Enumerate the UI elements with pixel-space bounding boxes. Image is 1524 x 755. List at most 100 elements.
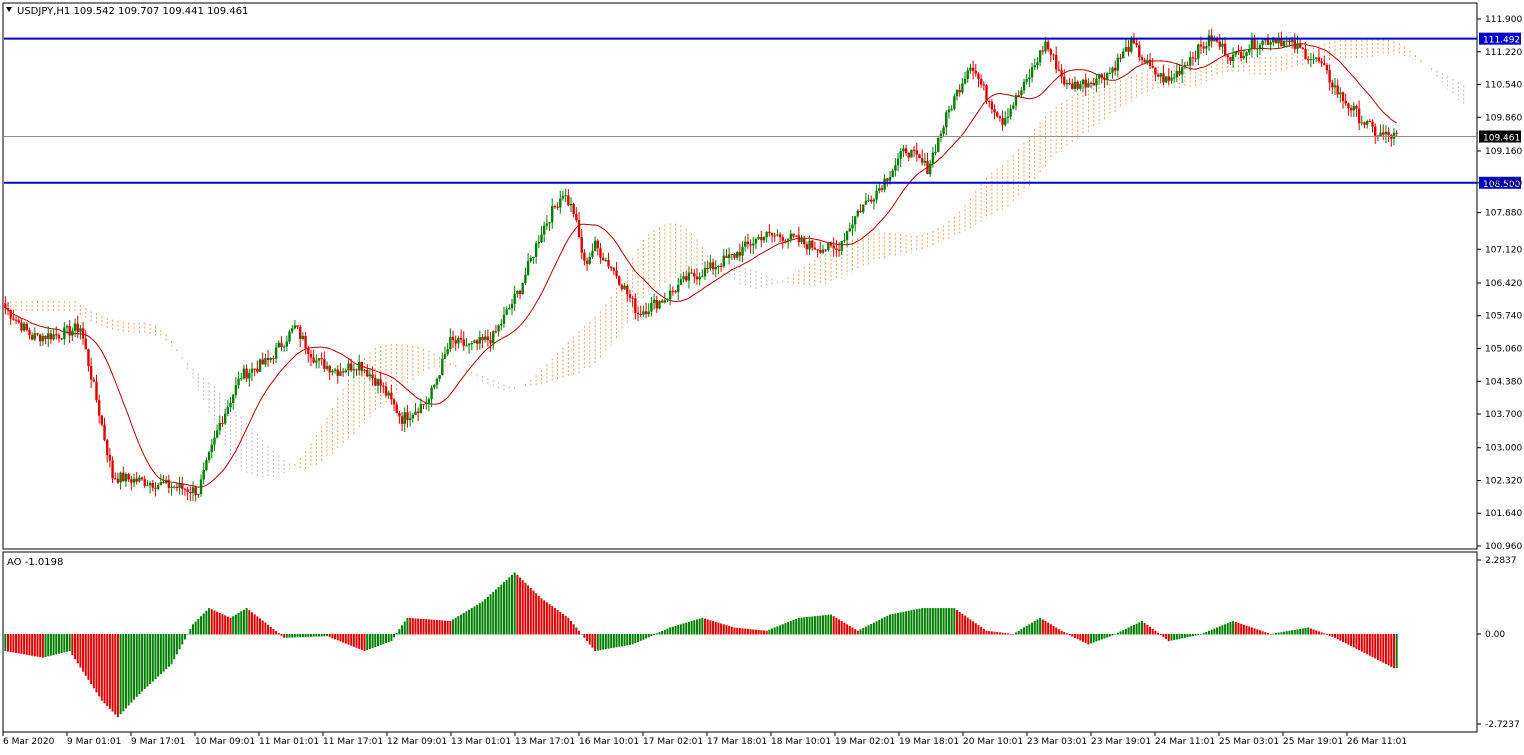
candle-body [438,375,441,379]
candle-body [363,370,366,372]
candle-body [210,444,213,453]
candle-body [1341,92,1345,101]
candle-body [226,407,230,414]
candle-body [264,357,267,365]
candle-body [690,272,693,274]
candle-body [1154,67,1157,75]
candle-body [307,348,310,354]
price-tick-label: 101.640 [1485,509,1522,519]
price-tick-label: 104.380 [1485,377,1522,387]
candle-body [1030,67,1034,78]
candle-body [411,414,415,419]
candle-body [191,487,195,493]
candle-body [907,153,910,158]
candle-body [559,198,562,208]
candle-body [339,371,342,376]
candle-body [1132,37,1136,44]
candle-body [768,231,771,233]
candle-body [146,485,149,487]
candle-body [982,84,986,86]
candle-body [1382,132,1385,135]
candle-body [1315,57,1318,59]
candle-body [229,402,232,408]
time-tick-label: 18 Mar 10:01 [771,737,831,747]
candle-body [266,357,270,360]
level-value: 111.492 [1483,36,1520,46]
candle-body [315,360,318,363]
candle-body [341,371,345,373]
candle-body [577,220,581,237]
candle-body [274,347,278,359]
candle-body [926,160,929,175]
candle-body [1092,83,1095,86]
candle-body [620,284,624,290]
candle-body [1087,82,1090,88]
candle-body [1285,40,1288,42]
candle-body [87,349,90,367]
candle-body [853,216,857,225]
candle-body [213,437,216,445]
candle-body [127,474,130,480]
candle-body [655,299,658,309]
candle-body [422,404,425,406]
candle-body [425,402,428,405]
candle-body [25,323,28,331]
candle-body [1250,38,1254,50]
current-price-tag [1479,130,1521,143]
level-value: 108.500 [1483,180,1520,190]
candle-body [963,78,967,84]
candle-body [36,333,39,335]
candle-body [628,294,632,298]
candle-body [1288,40,1291,42]
candle-body [81,328,85,339]
candle-body [749,244,752,246]
candle-body [1363,122,1366,125]
candle-body [1280,39,1283,47]
candle-body [1020,90,1023,96]
candle-body [248,372,251,379]
triangle-down-icon[interactable] [6,7,12,12]
candle-body [483,336,487,341]
candle-body [647,311,650,315]
ao-label: AO -1.0198 [7,557,63,568]
candle-body [1306,59,1310,61]
candle-body [148,483,152,486]
ao-tick-label: 0.00 [1485,630,1505,640]
candle-body [920,158,924,163]
candle-body [695,276,699,280]
candle-body [1081,79,1085,84]
candle-body [741,246,744,256]
candle-body [1347,103,1350,109]
candle-body [762,237,766,241]
candle-body [52,334,55,340]
candle-body [57,334,61,339]
candle-body [1041,50,1044,52]
candle-body [202,469,205,480]
candle-body [186,489,189,492]
candle-body [894,165,897,171]
candle-body [317,358,321,361]
candle-body [757,236,760,239]
candle-body [106,440,109,456]
candle-body [1095,78,1098,86]
candle-body [470,343,473,345]
candle-body [821,249,825,253]
candle-body [875,190,878,200]
candle-body [824,249,827,251]
candle-body [38,334,42,342]
candle-body [880,188,884,190]
candle-body [1097,74,1101,79]
candle-body [939,133,943,138]
candle-body [899,151,902,159]
candle-body [599,248,602,258]
candle-body [71,330,74,336]
candle-body [95,381,98,401]
candle-body [537,242,541,244]
candle-body [1282,41,1286,47]
candle-body [175,486,179,488]
candle-body [953,96,956,109]
candle-body [441,358,444,376]
candle-body [864,200,868,205]
candle-body [848,228,851,232]
